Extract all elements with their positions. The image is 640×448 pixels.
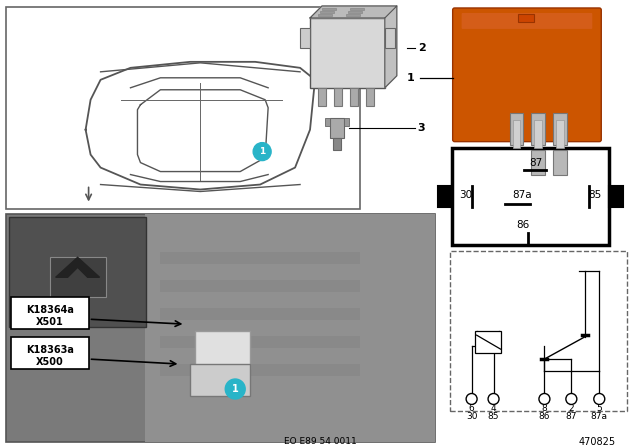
Text: K18363a: K18363a [26, 345, 74, 355]
Text: 30: 30 [459, 190, 472, 201]
Bar [438, 185, 452, 207]
Text: EO E89 54 0011: EO E89 54 0011 [284, 437, 356, 446]
FancyBboxPatch shape [461, 13, 592, 29]
Text: 86: 86 [516, 220, 529, 230]
Text: 3: 3 [418, 123, 426, 133]
Text: 1: 1 [259, 147, 265, 156]
Bar [190, 364, 250, 396]
Bar [344, 118, 349, 126]
Bar [6, 215, 435, 442]
Bar [513, 120, 520, 148]
Text: 4: 4 [491, 405, 497, 414]
Bar [334, 88, 342, 106]
Bar [325, 118, 330, 126]
Bar [531, 150, 545, 175]
Bar [366, 88, 374, 106]
Circle shape [253, 142, 271, 160]
Text: 85: 85 [488, 413, 499, 422]
Text: 87: 87 [566, 413, 577, 422]
Polygon shape [56, 257, 100, 277]
Bar [161, 252, 360, 264]
Bar [318, 88, 326, 106]
Bar [11, 337, 88, 369]
Text: 8: 8 [541, 405, 547, 414]
Bar [609, 185, 623, 207]
Text: 2: 2 [568, 405, 574, 414]
Bar [195, 331, 250, 369]
Bar [452, 148, 609, 246]
FancyBboxPatch shape [452, 8, 601, 142]
Bar [320, 11, 334, 13]
Circle shape [594, 393, 605, 405]
Text: 1: 1 [232, 384, 239, 394]
Text: 470825: 470825 [579, 437, 616, 447]
Bar [300, 28, 310, 48]
Bar [554, 113, 568, 145]
Bar [518, 14, 534, 22]
Bar [9, 217, 147, 327]
Bar [6, 7, 360, 210]
Bar [531, 113, 545, 145]
Text: 2: 2 [418, 43, 426, 53]
Bar [145, 215, 435, 442]
Text: 1: 1 [407, 73, 415, 83]
Bar [161, 280, 360, 292]
Bar [330, 118, 344, 138]
Text: 87a: 87a [591, 413, 608, 422]
Bar [318, 14, 332, 16]
Polygon shape [385, 6, 397, 88]
Bar [161, 364, 360, 376]
Bar [450, 251, 627, 411]
Text: X501: X501 [36, 317, 63, 327]
Bar [346, 14, 360, 16]
Text: 87: 87 [529, 158, 542, 168]
Text: 30: 30 [466, 413, 477, 422]
Bar [11, 297, 88, 329]
Bar [333, 138, 341, 150]
Text: 87a: 87a [513, 190, 532, 201]
Circle shape [488, 393, 499, 405]
Bar [556, 120, 564, 148]
Bar [534, 120, 543, 148]
Bar [350, 8, 364, 10]
Bar [554, 150, 568, 175]
Bar [475, 331, 500, 353]
Bar [50, 257, 106, 297]
Bar [350, 88, 358, 106]
Bar [161, 308, 360, 320]
Bar [322, 8, 336, 10]
Circle shape [466, 393, 477, 405]
Circle shape [225, 379, 245, 399]
Text: X500: X500 [36, 357, 63, 367]
Text: 86: 86 [539, 413, 550, 422]
Text: K18364a: K18364a [26, 305, 74, 315]
Bar [161, 336, 360, 348]
Bar [348, 11, 362, 13]
Text: 6: 6 [468, 405, 474, 414]
Circle shape [539, 393, 550, 405]
Text: 85: 85 [589, 190, 602, 201]
Bar [385, 28, 395, 48]
Polygon shape [310, 6, 397, 18]
Text: 5: 5 [596, 405, 602, 414]
Circle shape [566, 393, 577, 405]
Bar [310, 18, 385, 88]
Bar [509, 113, 524, 145]
